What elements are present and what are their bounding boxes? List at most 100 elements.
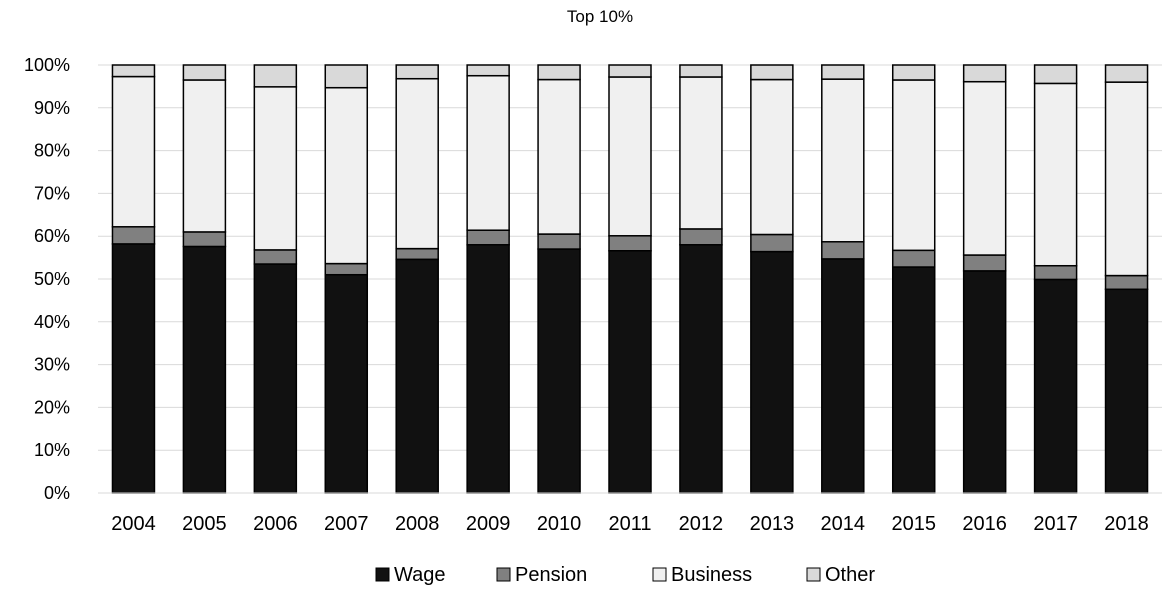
y-tick-label: 30%: [34, 355, 70, 375]
x-tick-label: 2016: [962, 513, 1007, 535]
bar-stack-2006: [253, 64, 298, 494]
bar-segment-other-2018: [1104, 64, 1149, 83]
legend-item-wage: Wage: [375, 564, 446, 586]
bar-stack-2007: [324, 64, 369, 494]
bar-segment-pension-2005: [182, 231, 227, 248]
legend: Wage Pension Business Other: [375, 564, 875, 586]
legend-item-pension: Pension: [496, 564, 587, 586]
bar-segment-business-2007: [324, 86, 369, 265]
bar-segment-wage-2007: [324, 273, 369, 494]
bar-segment-other-2013: [750, 64, 794, 81]
bar-segment-other-2017: [1033, 64, 1078, 85]
bar-segment-other-2010: [537, 64, 581, 81]
y-tick-label: 100%: [24, 55, 70, 75]
bar-segment-pension-2007: [324, 262, 369, 276]
bar-stack-2012: [679, 64, 723, 494]
stacked-bars: [111, 64, 1149, 494]
x-tick-label: 2014: [821, 513, 866, 535]
bar-segment-wage-2018: [1104, 288, 1149, 494]
legend-label: Business: [671, 564, 752, 586]
x-axis-ticks: 2004 2005 2006 2007 2008 2009 2010 2011 2012 2013…: [111, 513, 1149, 535]
bar-stack-2004: [111, 64, 156, 494]
bar-segment-business-2006: [253, 86, 298, 251]
x-tick-label: 2007: [324, 513, 369, 535]
y-tick-label: 80%: [34, 141, 70, 161]
bar-stack-2016: [962, 64, 1007, 494]
bar-stack-2014: [821, 64, 865, 494]
bar-segment-pension-2015: [891, 249, 936, 268]
bar-segment-other-2016: [962, 64, 1007, 83]
bar-segment-pension-2018: [1104, 274, 1149, 291]
bar-segment-wage-2013: [750, 250, 794, 494]
x-tick-label: 2008: [395, 513, 440, 535]
bar-segment-pension-2017: [1033, 264, 1078, 281]
bar-segment-other-2015: [891, 64, 936, 81]
bar-stack-2008: [395, 64, 439, 494]
bar-segment-pension-2011: [608, 235, 652, 252]
legend-swatch: [652, 567, 667, 582]
legend-label: Pension: [515, 564, 587, 586]
bar-segment-business-2014: [821, 78, 865, 243]
x-tick-label: 2017: [1033, 513, 1078, 535]
bar-segment-business-2005: [182, 79, 227, 233]
bar-segment-other-2012: [679, 64, 723, 78]
y-tick-label: 20%: [34, 397, 70, 417]
bar-segment-wage-2012: [679, 244, 723, 494]
legend-item-business: Business: [652, 564, 752, 586]
bar-segment-wage-2008: [395, 258, 439, 494]
x-tick-label: 2005: [182, 513, 227, 535]
bar-segment-business-2012: [679, 76, 723, 230]
x-tick-label: 2015: [891, 513, 936, 535]
bar-segment-pension-2014: [821, 241, 865, 260]
chart-title: Top 10%: [567, 7, 633, 26]
bar-stack-2009: [466, 64, 510, 494]
legend-swatch: [806, 567, 821, 582]
bar-stack-2017: [1033, 64, 1078, 494]
bar-segment-business-2010: [537, 78, 581, 235]
bar-stack-2010: [537, 64, 581, 494]
bar-segment-wage-2015: [891, 266, 936, 494]
legend-item-other: Other: [806, 564, 875, 586]
bar-segment-business-2016: [962, 80, 1007, 256]
legend-label: Wage: [394, 564, 446, 586]
x-tick-label: 2006: [253, 513, 298, 535]
bar-segment-business-2013: [750, 78, 794, 236]
y-tick-label: 0%: [44, 483, 70, 503]
y-axis-ticks: 0% 10% 20% 30% 40% 50% 60% 70% 80% 90% 100%: [24, 55, 70, 503]
bar-segment-pension-2006: [253, 249, 298, 265]
bar-segment-other-2011: [608, 64, 652, 78]
y-tick-label: 50%: [34, 269, 70, 289]
bar-segment-business-2015: [891, 79, 936, 252]
bar-segment-pension-2004: [111, 226, 156, 245]
bar-segment-wage-2004: [111, 243, 156, 494]
bar-segment-other-2014: [821, 64, 865, 80]
bar-segment-business-2011: [608, 76, 652, 237]
y-tick-label: 40%: [34, 312, 70, 332]
legend-swatch: [496, 567, 511, 582]
x-tick-label: 2004: [111, 513, 156, 535]
bar-segment-pension-2010: [537, 233, 581, 250]
bar-segment-wage-2005: [182, 245, 227, 494]
y-tick-label: 70%: [34, 183, 70, 203]
x-tick-label: 2011: [608, 513, 651, 535]
bar-segment-wage-2009: [466, 244, 510, 494]
y-tick-label: 60%: [34, 226, 70, 246]
bar-segment-wage-2014: [821, 258, 865, 494]
bar-stack-2015: [891, 64, 936, 494]
bar-stack-2013: [750, 64, 794, 494]
bar-segment-business-2004: [111, 75, 156, 228]
x-tick-label: 2012: [679, 513, 724, 535]
bar-segment-pension-2013: [750, 233, 794, 253]
x-tick-label: 2010: [537, 513, 582, 535]
bar-segment-other-2006: [253, 64, 298, 88]
bar-segment-other-2004: [111, 64, 156, 78]
bar-segment-business-2009: [466, 74, 510, 231]
bar-segment-pension-2009: [466, 229, 510, 246]
bar-stack-2005: [182, 64, 227, 494]
bar-segment-wage-2010: [537, 248, 581, 494]
x-tick-label: 2009: [466, 513, 511, 535]
bar-segment-business-2008: [395, 77, 439, 250]
y-tick-label: 90%: [34, 98, 70, 118]
bar-segment-wage-2017: [1033, 278, 1078, 494]
